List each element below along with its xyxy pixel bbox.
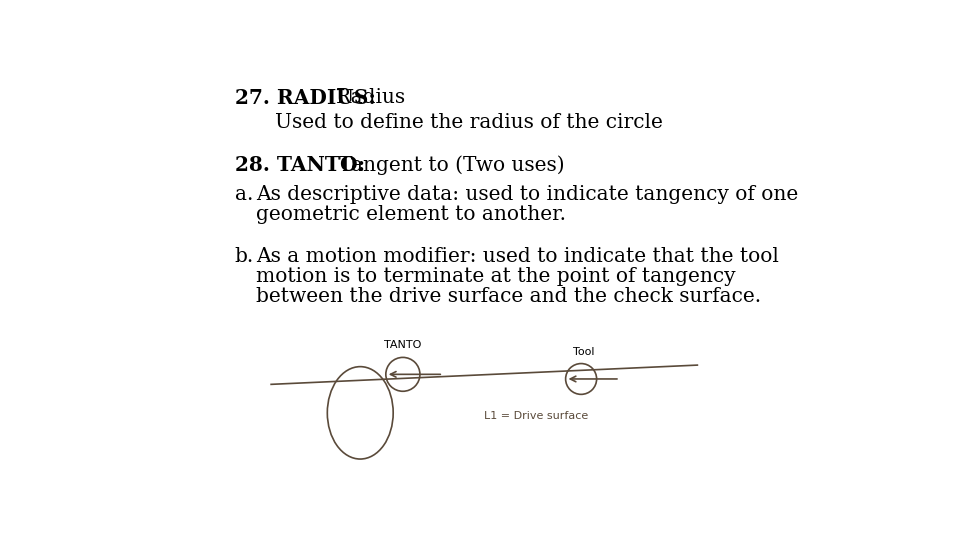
Text: a.: a. xyxy=(234,185,253,204)
Text: Tangent to (Two uses): Tangent to (Two uses) xyxy=(339,155,564,174)
Text: geometric element to another.: geometric element to another. xyxy=(255,205,565,224)
Text: Tool: Tool xyxy=(573,347,595,357)
Text: b.: b. xyxy=(234,247,254,266)
Text: Radius: Radius xyxy=(335,88,405,107)
Text: As a motion modifier: used to indicate that the tool: As a motion modifier: used to indicate t… xyxy=(255,247,779,266)
Text: As descriptive data: used to indicate tangency of one: As descriptive data: used to indicate ta… xyxy=(255,185,798,204)
Text: Used to define the radius of the circle: Used to define the radius of the circle xyxy=(275,112,662,132)
Text: 28. TANTO:: 28. TANTO: xyxy=(234,155,365,175)
Text: between the drive surface and the check surface.: between the drive surface and the check … xyxy=(255,287,760,306)
Text: 27. RADIUS:: 27. RADIUS: xyxy=(234,88,375,108)
Text: L1 = Drive surface: L1 = Drive surface xyxy=(484,411,588,421)
Text: motion is to terminate at the point of tangency: motion is to terminate at the point of t… xyxy=(255,267,735,286)
Text: TANTO: TANTO xyxy=(383,340,420,350)
